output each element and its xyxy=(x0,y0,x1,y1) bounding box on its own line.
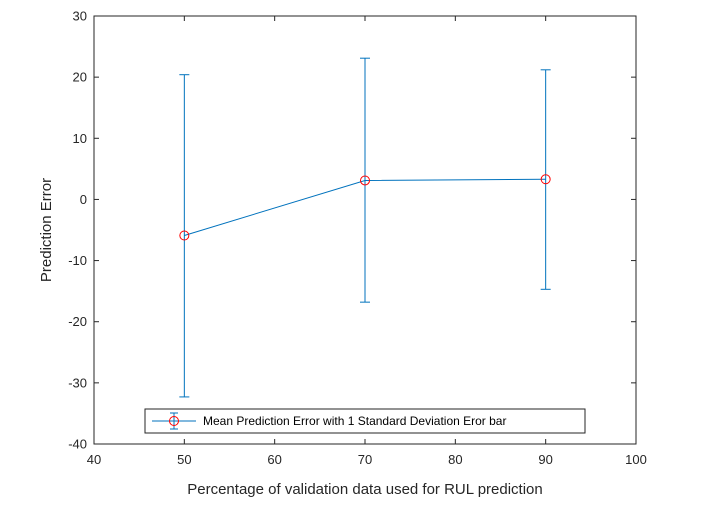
legend: Mean Prediction Error with 1 Standard De… xyxy=(144,408,586,434)
y-tick-label: -10 xyxy=(68,253,87,268)
data-point-marker xyxy=(540,174,551,185)
y-tick-label: -30 xyxy=(68,375,87,390)
legend-box xyxy=(144,408,586,434)
series-layer xyxy=(179,57,551,398)
x-tick-label: 60 xyxy=(267,452,281,467)
y-tick-label: 30 xyxy=(73,9,87,24)
y-tick-label: 0 xyxy=(80,192,87,207)
x-axis-ticks: 40 50 60 70 80 90 100 xyxy=(87,16,647,467)
x-tick-label: 80 xyxy=(448,452,462,467)
data-point-marker xyxy=(360,175,370,186)
y-tick-label: 20 xyxy=(73,70,87,85)
y-tick-label: -40 xyxy=(68,437,87,452)
y-tick-label: 10 xyxy=(73,131,87,146)
x-tick-label: 40 xyxy=(87,452,101,467)
x-tick-label: 50 xyxy=(177,452,191,467)
x-axis-label: Percentage of validation data used for R… xyxy=(187,481,543,498)
x-tick-label: 70 xyxy=(358,452,372,467)
legend-marker-swatch xyxy=(169,416,179,426)
y-axis-ticks: 30 20 10 0 -10 -20 -30 -40 xyxy=(68,9,636,452)
y-axis-label: Prediction Error xyxy=(38,178,55,282)
x-tick-label: 90 xyxy=(538,452,552,467)
x-tick-label: 100 xyxy=(625,452,647,467)
series-line xyxy=(184,178,546,236)
y-tick-label: -20 xyxy=(68,314,87,329)
legend-entry-label: Mean Prediction Error with 1 Standard De… xyxy=(203,414,506,428)
data-point-marker xyxy=(179,230,190,241)
